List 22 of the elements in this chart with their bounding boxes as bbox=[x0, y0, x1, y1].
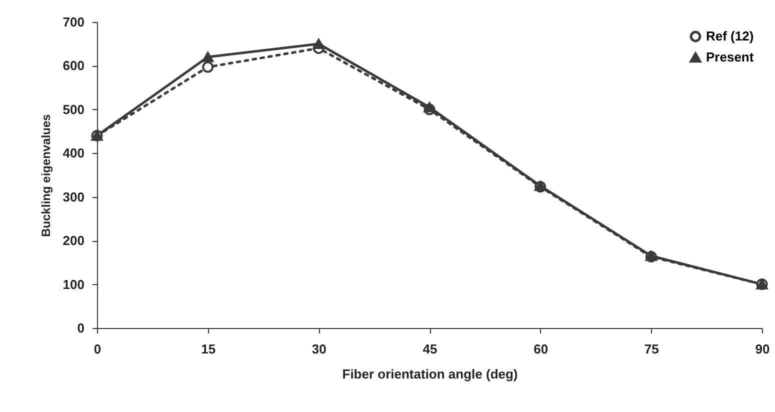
x-tick-label: 0 bbox=[94, 342, 102, 356]
point bbox=[312, 38, 324, 49]
y-tick-label: 200 bbox=[62, 233, 84, 248]
point bbox=[202, 61, 214, 73]
y-tick-label: 100 bbox=[62, 276, 84, 292]
x-tick-label: 90 bbox=[755, 342, 770, 356]
x-tick-label: 15 bbox=[201, 342, 216, 356]
x-tick-label: 45 bbox=[422, 342, 438, 356]
x-tick-label: 60 bbox=[534, 342, 548, 356]
y-tick-label: 0 bbox=[77, 320, 84, 336]
legend-label: Present bbox=[706, 50, 754, 64]
y-tick-label: 300 bbox=[62, 189, 84, 204]
y-tick-label: 600 bbox=[62, 58, 84, 74]
point bbox=[202, 52, 214, 62]
x-tick-label: 75 bbox=[644, 342, 659, 356]
y-axis-title: Buckling eigenvalues bbox=[38, 114, 53, 237]
y-tick-label: 500 bbox=[62, 102, 84, 117]
y-tick-label: 700 bbox=[62, 14, 84, 30]
legend-label: Ref (12) bbox=[706, 28, 754, 44]
y-tick-label: 400 bbox=[62, 146, 84, 161]
x-tick-label: 30 bbox=[312, 342, 326, 356]
x-axis-title: Fiber orientation angle (deg) bbox=[342, 366, 518, 382]
